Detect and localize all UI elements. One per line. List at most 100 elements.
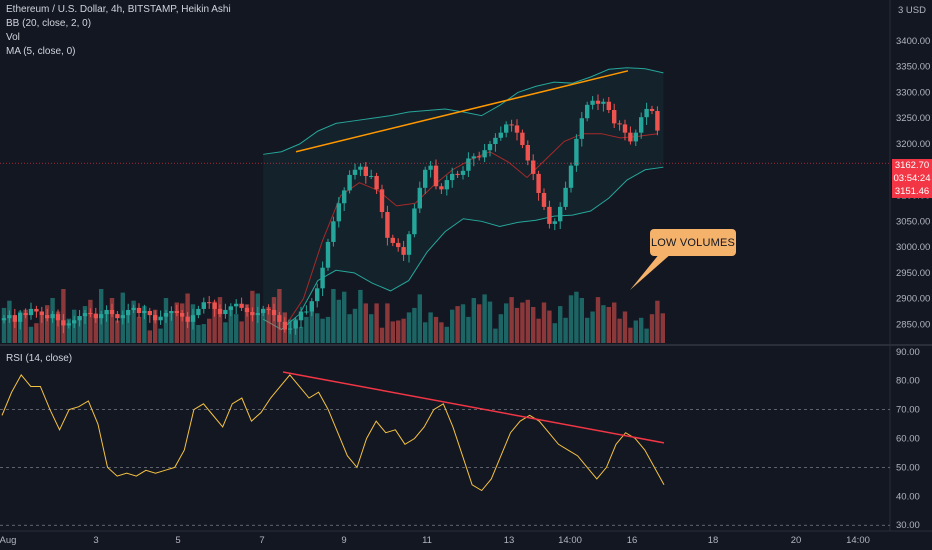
candle-body [536,173,541,193]
volume-bar [649,314,655,343]
volume-bar [196,325,201,343]
volume-bar [358,289,363,343]
candle-body [590,100,595,105]
candle-body [212,302,217,309]
volume-bar [309,303,314,343]
volume-bar [82,306,88,343]
candle-body [358,166,363,170]
volume-bar [633,320,638,343]
volume-bar [525,299,530,343]
candle-body [142,310,147,314]
candle-body [217,308,223,315]
candle-body [477,156,482,158]
ma-legend[interactable]: MA (5, close, 0) [6,46,76,57]
last-price-tag: 3162.70 [892,159,932,172]
price-tick-label: 3050.00 [896,216,930,227]
volume-bar [136,316,142,343]
price-tick-label: 2850.00 [896,319,930,330]
candle-body [115,314,120,319]
low-price-tag: 3151.46 [892,185,932,198]
candle-body [77,316,82,321]
time-tick-label: 13 [504,535,515,546]
volume-bar [450,309,455,343]
candle-body [374,175,379,190]
candle-body [655,111,660,131]
rsi-legend[interactable]: RSI (14, close) [6,353,73,364]
volume-bar [617,318,622,343]
volume-bar [601,305,606,343]
currency-label[interactable]: 3 USD [898,5,926,16]
candle-body [72,320,77,324]
volume-bar [115,320,120,343]
ma-line [284,133,658,328]
vol-legend[interactable]: Vol [6,32,20,43]
rsi-tick-label: 80.00 [896,376,920,387]
candle-body [460,170,466,175]
candle-body [347,174,352,191]
volume-bar [28,326,34,343]
candle-body [325,241,331,268]
candle-body [228,306,233,310]
volume-bar [315,313,320,343]
candle-body [28,308,34,316]
volume-bar [514,307,520,343]
volume-bar [498,314,503,343]
bb-legend[interactable]: BB (20, close, 2, 0) [6,18,92,29]
volume-bar [239,321,244,343]
candle-body [282,321,287,330]
volume-bar [12,319,17,343]
candle-body [444,180,449,190]
volume-bar [655,300,660,343]
time-tick-label: 7 [259,535,264,546]
candle-body [18,313,23,322]
candle-body [504,124,509,133]
candle-body [520,132,525,146]
volume-bar [574,291,579,343]
volume-bar [109,298,115,343]
volume-bar [423,322,428,343]
volume-bar [39,315,44,343]
volume-bar [417,294,422,343]
time-tick-label: 14:00 [846,535,870,546]
price-tick-label: 3250.00 [896,113,930,124]
volume-bar [520,302,525,343]
candle-body [412,208,417,235]
candle-body [266,308,271,310]
rsi-tick-label: 50.00 [896,462,920,473]
volume-bar [207,318,212,343]
candle-body [342,190,347,204]
volume-bar [342,291,347,343]
symbol-legend[interactable]: Ethereum / U.S. Dollar, 4h, BITSTAMP, He… [6,3,231,59]
candle-body [309,301,314,312]
volume-bar [385,303,390,343]
candle-body [234,303,239,307]
candle-body [423,169,428,188]
volume-bar [23,309,28,343]
candle-body [541,192,547,207]
candle-body [185,316,190,322]
volume-bar [504,303,509,343]
candle-body [455,173,460,175]
candle-body [331,221,336,242]
candle-body [315,288,320,302]
volume-bar [126,314,131,343]
candle-body [255,313,260,316]
candle-body [196,308,201,316]
volume-bar [531,307,536,343]
price-tick-label: 3400.00 [896,36,930,47]
volume-bar [552,323,557,343]
candle-body [336,203,341,222]
volume-bar [660,313,665,343]
candle-body [644,108,649,118]
symbol-title: Ethereum / U.S. Dollar, 4h, BITSTAMP, He… [6,4,231,15]
candle-body [401,247,406,255]
candle-body [271,309,277,316]
candle-body [239,303,244,308]
candle-body [99,314,104,319]
volume-bar [568,295,574,343]
candle-body [487,144,493,151]
candle-body [498,132,503,138]
volume-bar [563,317,568,343]
candle-body [579,118,584,139]
